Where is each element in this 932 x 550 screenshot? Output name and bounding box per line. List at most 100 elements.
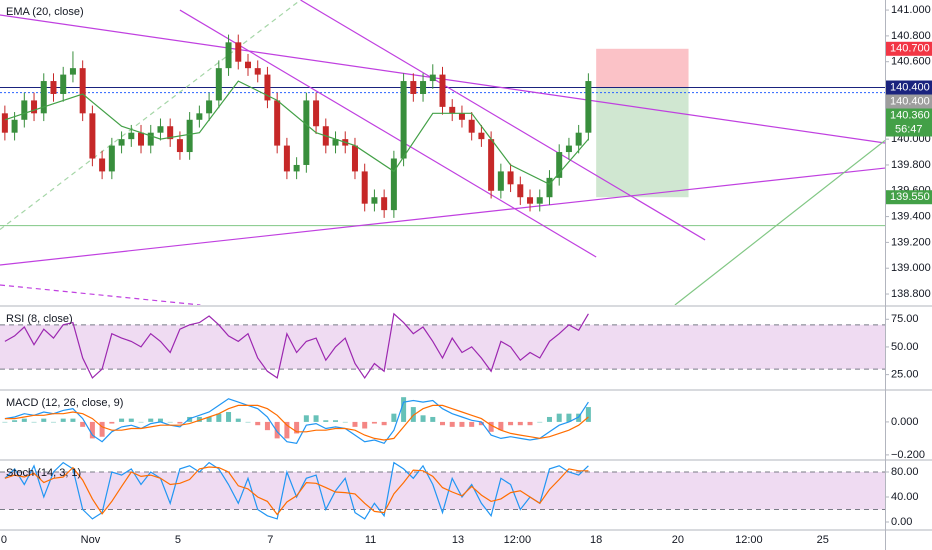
x-tick-label: 20	[672, 534, 684, 546]
x-tick-label: 13	[452, 534, 464, 546]
band-fill	[0, 472, 885, 510]
candle-body	[1, 113, 8, 133]
candle-body	[99, 158, 106, 172]
indicator-legend: Stoch (14, 3, 1)	[6, 467, 81, 479]
pane	[0, 312, 885, 379]
candle-body	[128, 132, 135, 140]
y-tick-label: 139.200	[891, 236, 931, 248]
histogram-bar	[333, 420, 339, 422]
y-tick-label: 140.800	[891, 30, 931, 42]
candle-body	[536, 197, 543, 204]
histogram-bar	[420, 415, 426, 422]
pane	[2, 397, 591, 445]
y-tick-label: 141.000	[891, 4, 931, 16]
price-label-box	[886, 190, 932, 205]
histogram-bar	[401, 397, 407, 422]
histogram-bar	[21, 418, 27, 422]
price-label: 140.400	[890, 81, 930, 93]
y-tick-label: 0.000	[891, 416, 919, 428]
histogram-bar	[128, 418, 134, 422]
y-tick-label: 0.00	[891, 516, 912, 528]
histogram-bar	[119, 418, 125, 422]
pane	[0, 0, 885, 305]
candle-body	[31, 100, 38, 114]
histogram-bar	[255, 421, 261, 426]
y-tick-label: 25.00	[891, 369, 919, 381]
candle-body	[507, 171, 514, 185]
indicator-legend: MACD (12, 26, close, 9)	[6, 397, 123, 409]
candle-body	[556, 152, 563, 178]
histogram-bar	[157, 418, 163, 422]
candle-body	[50, 81, 57, 94]
y-tick-label: 50.00	[891, 341, 919, 353]
histogram-bar	[527, 421, 533, 426]
histogram-bar	[12, 420, 18, 422]
y-tick-label: −0.200	[891, 449, 925, 461]
trend-line	[0, 0, 301, 230]
histogram-bar	[187, 416, 193, 422]
histogram-bar	[478, 421, 484, 426]
trend-line	[674, 139, 885, 305]
histogram-bar	[109, 421, 115, 424]
candle-body	[69, 68, 76, 75]
trend-line	[179, 9, 597, 258]
histogram-bar	[70, 418, 76, 422]
candle-body	[585, 81, 592, 133]
candle-body	[60, 74, 67, 94]
histogram-bar	[31, 421, 37, 423]
position-target-zone	[596, 87, 689, 198]
band-fill	[0, 324, 885, 370]
candle-body	[147, 132, 154, 146]
candle-body	[361, 171, 368, 204]
candle-body	[517, 184, 524, 198]
candle-body	[458, 113, 465, 120]
histogram-bar	[371, 421, 377, 424]
candle-body	[108, 145, 115, 172]
price-label-box	[886, 94, 932, 109]
candle-body	[186, 119, 193, 153]
histogram-bar	[537, 421, 543, 423]
histogram-bar	[196, 416, 202, 422]
y-tick-label: 139.000	[891, 262, 931, 274]
histogram-bar	[206, 416, 212, 422]
candle-body	[449, 106, 456, 114]
x-tick-label: 12:00	[735, 534, 763, 546]
histogram-bar	[89, 421, 95, 439]
histogram-bar	[342, 421, 348, 423]
price-label: 140.360	[890, 109, 930, 121]
candle-body	[332, 139, 339, 146]
histogram-bar	[99, 421, 105, 437]
histogram-bar	[138, 421, 144, 423]
histogram-bar	[391, 413, 397, 422]
candle-body	[497, 171, 504, 191]
candle-body	[546, 177, 553, 198]
histogram-bar	[274, 421, 280, 439]
price-label: 140.400	[890, 95, 930, 107]
candle-body	[235, 42, 242, 62]
histogram-bar	[235, 418, 241, 422]
histogram-bar	[41, 418, 47, 422]
candle-body	[390, 158, 397, 211]
candle-body	[439, 74, 446, 107]
histogram-bar	[226, 412, 232, 422]
x-tick-label: 7	[267, 534, 273, 546]
candle-body	[313, 100, 320, 127]
candle-body	[293, 164, 300, 172]
candle-body	[11, 119, 18, 133]
histogram-bar	[362, 421, 368, 429]
histogram-bar	[381, 421, 387, 426]
histogram-bar	[469, 421, 475, 427]
candle-body	[274, 100, 281, 146]
candle-body	[381, 197, 388, 211]
histogram-bar	[303, 415, 309, 422]
candle-body	[488, 139, 495, 191]
candle-body	[478, 132, 485, 140]
position-stop-zone	[596, 48, 689, 88]
indicator-line	[4, 398, 589, 445]
histogram-bar	[556, 413, 562, 422]
x-tick-label: 12:00	[504, 534, 532, 546]
histogram-bar	[2, 421, 8, 423]
histogram-bar	[517, 421, 523, 426]
indicator-line	[4, 404, 589, 441]
x-tick-label: 11	[365, 534, 376, 546]
